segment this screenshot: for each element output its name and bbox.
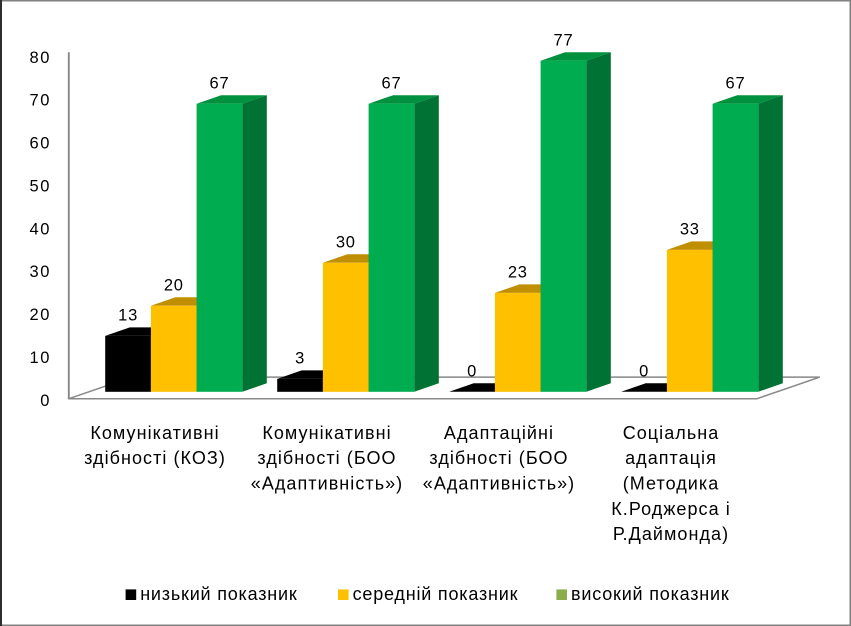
svg-text:«Адаптивність»): «Адаптивність») — [251, 474, 403, 494]
svg-text:здібності (БОО: здібності (БОО — [429, 448, 568, 468]
svg-text:10: 10 — [29, 349, 51, 367]
svg-text:0: 0 — [40, 392, 51, 410]
svg-text:60: 60 — [29, 135, 51, 153]
svg-text:низький показник: низький показник — [140, 584, 297, 604]
svg-text:Адаптаційні: Адаптаційні — [444, 423, 554, 443]
svg-text:3: 3 — [295, 350, 305, 368]
svg-text:високий показник: високий показник — [571, 584, 730, 604]
svg-text:30: 30 — [336, 234, 356, 252]
svg-text:20: 20 — [29, 306, 51, 324]
svg-text:«Адаптивність»): «Адаптивність») — [423, 474, 575, 494]
svg-text:К.Роджерса і: К.Роджерса і — [611, 499, 731, 519]
svg-text:67: 67 — [726, 75, 746, 93]
svg-text:33: 33 — [680, 221, 700, 239]
svg-text:40: 40 — [29, 220, 51, 238]
svg-text:0: 0 — [467, 363, 477, 381]
svg-text:здібності (БОО: здібності (БОО — [257, 448, 396, 468]
svg-text:Соціальна: Соціальна — [623, 423, 720, 443]
svg-text:середній показник: середній показник — [353, 584, 519, 604]
svg-text:80: 80 — [29, 49, 51, 67]
svg-text:13: 13 — [118, 307, 138, 325]
svg-text:Комунікативні: Комунікативні — [90, 423, 219, 443]
svg-text:адаптація: адаптація — [625, 448, 717, 468]
svg-text:20: 20 — [164, 277, 184, 295]
svg-text:Комунікативні: Комунікативні — [262, 423, 391, 443]
svg-text:23: 23 — [508, 264, 528, 282]
svg-text:67: 67 — [382, 75, 402, 93]
svg-text:67: 67 — [210, 75, 230, 93]
svg-text:(Методика: (Методика — [623, 474, 720, 494]
svg-text:77: 77 — [554, 32, 574, 50]
svg-text:50: 50 — [29, 177, 51, 195]
svg-text:здібності (КОЗ): здібності (КОЗ) — [84, 448, 226, 468]
svg-text:30: 30 — [29, 263, 51, 281]
svg-text:70: 70 — [29, 92, 51, 110]
svg-text:Р.Даймонда): Р.Даймонда) — [613, 524, 729, 544]
svg-text:0: 0 — [639, 363, 649, 381]
